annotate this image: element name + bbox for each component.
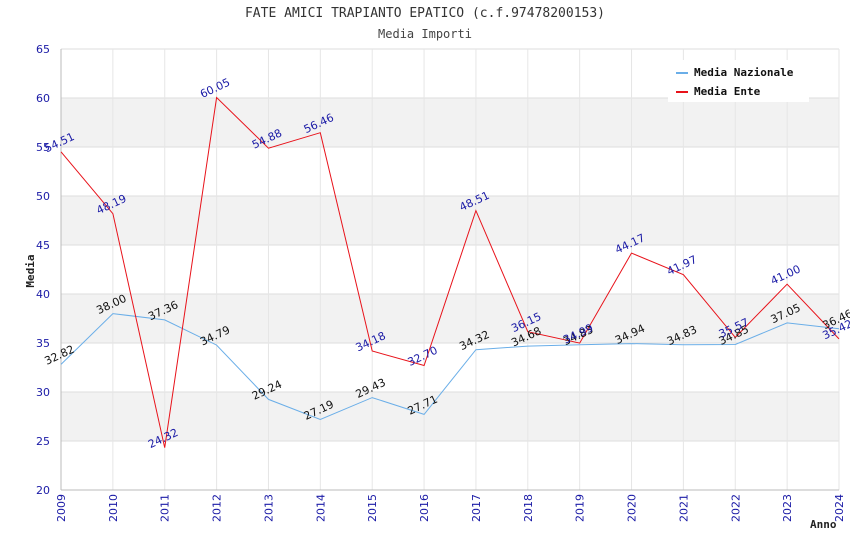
grid-band: [61, 147, 839, 196]
x-tick-label: 2023: [781, 494, 794, 522]
x-tick-label: 2010: [107, 494, 120, 522]
y-axis-ticks: 20 25 30 35 40 45 50 55 60 65: [36, 43, 50, 497]
grid-band: [61, 196, 839, 245]
x-tick-label: 2013: [262, 494, 275, 522]
y-tick-label: 25: [36, 435, 50, 448]
chart-subtitle: Media Importi: [378, 27, 472, 41]
x-tick-label: 2016: [418, 494, 431, 522]
chart-title: FATE AMICI TRAPIANTO EPATICO (c.f.974782…: [244, 6, 606, 21]
x-axis-label: Anno: [810, 518, 837, 531]
y-tick-label: 55: [36, 141, 50, 154]
y-axis-label: Media: [24, 254, 37, 287]
grid-lines: [60, 48, 840, 491]
legend-entry: Media Ente: [694, 85, 761, 98]
y-tick-label: 65: [36, 43, 50, 56]
grid-band: [61, 98, 839, 147]
x-tick-label: 2009: [55, 494, 68, 522]
legend-box: [668, 60, 809, 102]
x-tick-label: 2022: [729, 494, 742, 522]
series-lines: [60, 96, 840, 448]
y-tick-label: 45: [36, 239, 50, 252]
legend: Media Nazionale Media Ente: [668, 60, 809, 102]
legend-entry: Media Nazionale: [694, 66, 794, 79]
grid-band: [61, 343, 839, 392]
x-axis-ticks: 2009 2010 2011 2012 2013 2014 2015 2016 2017 2018…: [55, 494, 846, 522]
x-tick-label: 2020: [626, 494, 639, 522]
x-tick-label: 2012: [211, 494, 224, 522]
x-tick-label: 2015: [366, 494, 379, 522]
grid-band: [61, 441, 839, 490]
grid-band: [61, 294, 839, 343]
x-tick-label: 2024: [833, 494, 846, 522]
x-tick-label: 2021: [677, 494, 690, 522]
x-tick-label: 2017: [470, 494, 483, 522]
y-tick-label: 20: [36, 484, 50, 497]
x-tick-label: 2019: [574, 494, 587, 522]
series-line-media-ente: [60, 96, 840, 448]
x-tick-label: 2014: [314, 494, 327, 522]
x-tick-label: 2018: [522, 494, 535, 522]
y-tick-label: 30: [36, 386, 50, 399]
grid-band: [61, 392, 839, 441]
y-tick-label: 60: [36, 92, 50, 105]
y-tick-label: 40: [36, 288, 50, 301]
grid-bands: [61, 49, 839, 490]
y-tick-label: 50: [36, 190, 50, 203]
x-tick-label: 2011: [159, 494, 172, 522]
series-line-media-nazionale: [60, 313, 840, 421]
y-tick-label: 35: [36, 337, 50, 350]
